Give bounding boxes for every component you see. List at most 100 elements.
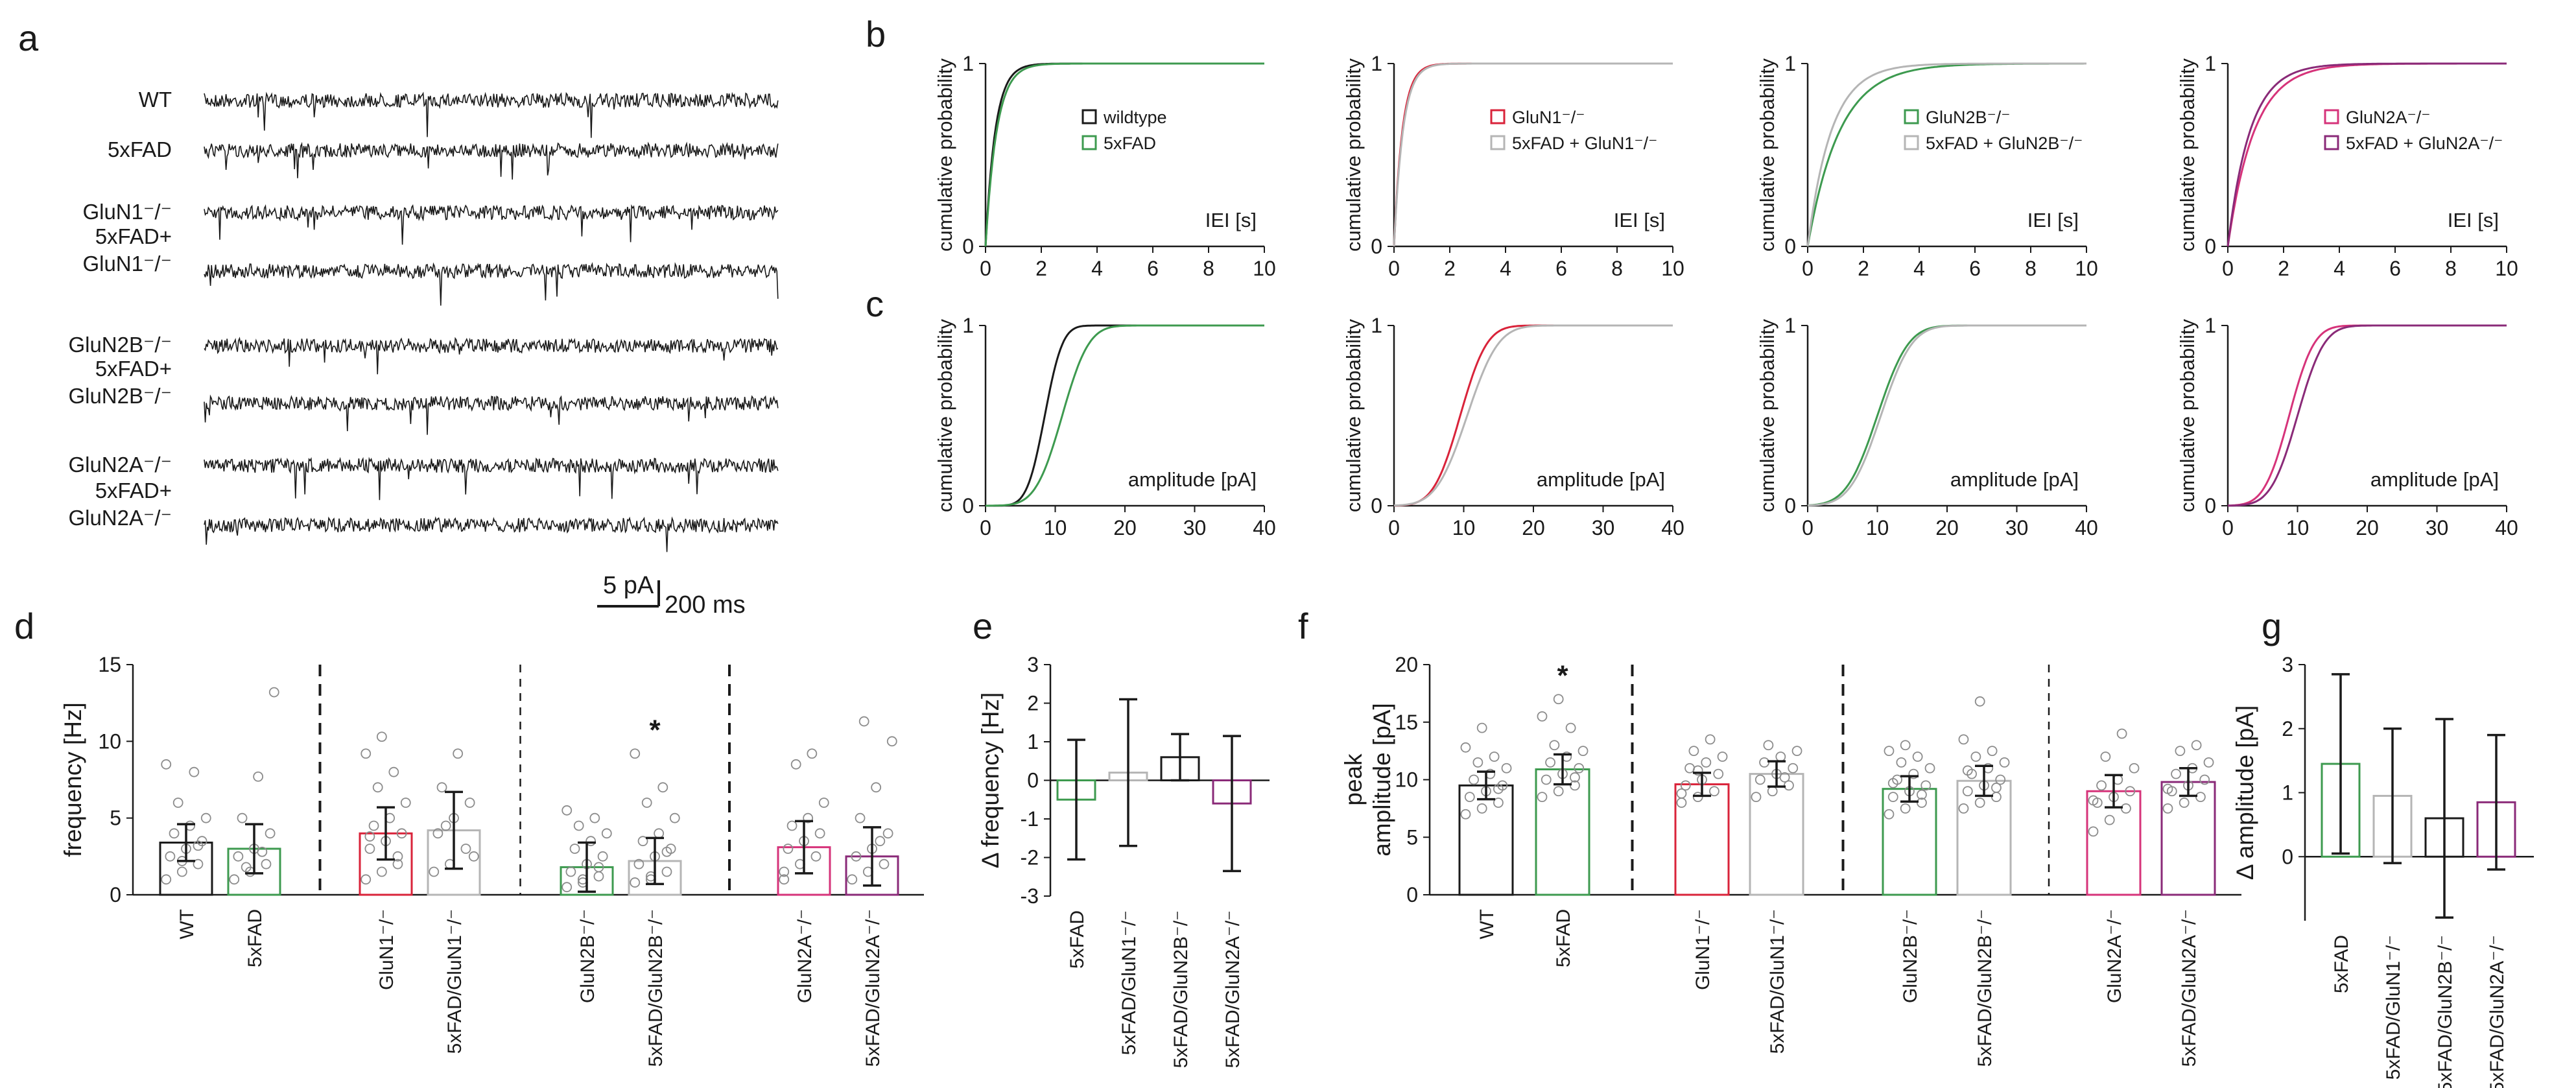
legend-entry: GluN1⁻/⁻ (1512, 108, 1585, 127)
y-tick-label: 1 (962, 52, 974, 75)
data-point (2175, 746, 2186, 757)
data-point (2116, 728, 2127, 739)
legend-swatch (1490, 135, 1506, 150)
x-tick-label: 0 (1802, 257, 1814, 280)
cdf-chart-c-1: 0 10 20 30 40 0 1 cumulative probability amplitu… (934, 314, 1276, 539)
category-label: 5xFAD/GluN2B⁻/⁻ (1974, 909, 1996, 1067)
y-tick-label: 0 (110, 883, 121, 906)
data-point (440, 820, 451, 831)
data-point (565, 866, 576, 877)
data-point (1460, 809, 1471, 820)
y-axis-label: cumulative probability (1756, 58, 1778, 252)
data-point (1884, 809, 1895, 820)
trace-label: WT (139, 88, 172, 112)
data-point (1884, 746, 1895, 757)
data-point (561, 882, 573, 893)
data-point (1464, 792, 1475, 803)
x-tick-label: 2 (2278, 257, 2289, 280)
x-axis-label: amplitude [pA] (1537, 468, 1665, 491)
bar-2 (1674, 783, 1730, 896)
data-point (1709, 786, 1719, 797)
y-axis-label-line: peak (1340, 753, 1367, 806)
data-point (193, 840, 204, 851)
data-point (1501, 763, 1512, 774)
x-axis-label: IEI [s] (2448, 209, 2499, 231)
data-point (392, 851, 403, 862)
x-tick-label: 10 (2495, 257, 2518, 280)
y-tick-label: 1 (1784, 314, 1796, 337)
x-tick-label: 2 (1444, 257, 1456, 280)
data-point (1493, 798, 1504, 808)
y-tick-label: 0 (1406, 883, 1418, 906)
panel-letter-b: b (866, 14, 886, 54)
y-axis-label-line: Δ amplitude [pA] (2232, 705, 2258, 880)
x-tick-label: 40 (2075, 516, 2098, 539)
x-tick-label: 4 (1913, 257, 1925, 280)
data-point (1692, 765, 1703, 776)
x-tick-label: 4 (1500, 257, 1511, 280)
data-point (1460, 742, 1471, 753)
data-point (1476, 803, 1487, 814)
data-point (1676, 798, 1687, 808)
data-point (847, 874, 858, 885)
data-point (561, 805, 573, 816)
data-point (661, 866, 672, 877)
data-point (1688, 746, 1699, 757)
y-tick-label: 0 (1784, 494, 1796, 517)
data-point (1987, 746, 1998, 757)
data-point (875, 836, 886, 847)
data-point (597, 851, 608, 862)
legend-entry: wildtype (1103, 108, 1167, 127)
trace-recording (204, 516, 779, 552)
x-tick-label: 10 (2286, 516, 2310, 539)
panel-letter-c: c (866, 283, 884, 324)
trace-label-line: GluN1⁻/⁻ (82, 200, 172, 224)
y-tick-label: 20 (1395, 653, 1418, 676)
bar-0 (1458, 784, 1514, 896)
data-point (360, 874, 372, 885)
trace-label: GluN1⁻/⁻ (82, 200, 172, 224)
x-tick-label: 2 (1035, 257, 1047, 280)
data-point (2199, 774, 2210, 785)
cdf-chart-b-3: 0 2 4 6 8 10 0 1 cumulative probability IEI [s] Gl… (1756, 52, 2098, 280)
data-point (432, 828, 443, 839)
series-line-1 (1393, 324, 1673, 507)
data-point (392, 858, 403, 869)
data-point (1924, 763, 1935, 774)
data-point (261, 858, 272, 869)
data-point (1958, 734, 1969, 745)
data-point (400, 798, 411, 808)
data-point (1472, 757, 1483, 768)
y-axis-label: Δ amplitude [pA] (2232, 705, 2258, 880)
data-point (189, 766, 200, 777)
x-tick-label: 4 (2334, 257, 2345, 280)
data-point (241, 862, 252, 873)
data-point (1493, 783, 1504, 794)
x-tick-label: 6 (1555, 257, 1567, 280)
x-tick-label: 8 (1611, 257, 1623, 280)
category-label: 5xFAD (1553, 909, 1574, 967)
y-tick-label: 2 (2282, 717, 2293, 740)
trace-recording (204, 337, 779, 375)
series-line-1 (984, 62, 1264, 247)
data-point (165, 851, 176, 862)
x-tick-label: 30 (2426, 516, 2449, 539)
data-point (871, 782, 882, 793)
x-tick-label: 0 (980, 516, 991, 539)
data-point (630, 748, 641, 759)
data-point (1974, 696, 1985, 707)
scale-label-amp: 5 pA (603, 572, 654, 599)
data-point (1570, 772, 1580, 783)
x-tick-label: 0 (2222, 516, 2234, 539)
category-label: 5xFAD/GluN2A⁻/⁻ (2179, 909, 2200, 1067)
legend-entry: 5xFAD + GluN2B⁻/⁻ (1926, 134, 2083, 153)
data-point (1900, 803, 1911, 814)
trace-recording (204, 91, 779, 138)
data-point (585, 836, 597, 847)
cdf-chart-c-2: 0 10 20 30 40 0 1 cumulative probability amplitu… (1342, 314, 1684, 539)
x-tick-label: 6 (2389, 257, 2401, 280)
data-point (569, 844, 580, 854)
bar-7 (2160, 781, 2216, 896)
